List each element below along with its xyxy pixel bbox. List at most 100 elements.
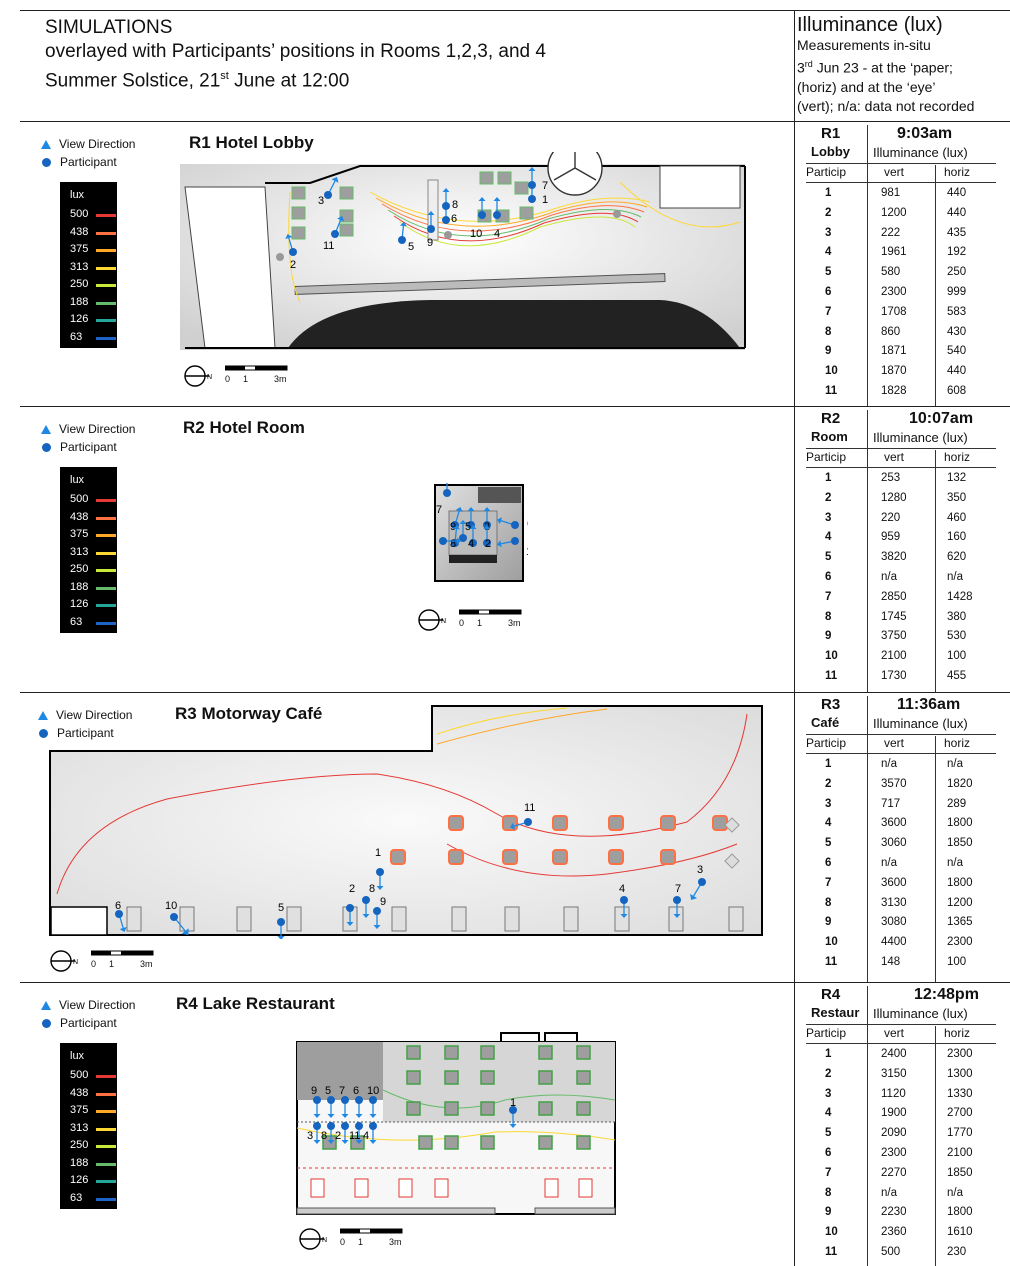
- table-cell-vert: 2300: [881, 286, 907, 298]
- cafe-table: [448, 815, 464, 831]
- lux-level-swatch: [96, 214, 116, 217]
- table-room-code: R2: [821, 410, 841, 427]
- view-direction-arrow-icon: [341, 1114, 349, 1118]
- legend-view-direction-label: View Direction: [56, 708, 133, 722]
- booth-table: [310, 1178, 325, 1198]
- participant-marker: 2: [483, 525, 491, 550]
- cafe-table: [724, 853, 740, 869]
- cafe-table: [502, 849, 518, 865]
- illuminance-table: R3 11:36am Café Illuminance (lux) Particip ve…: [797, 692, 1007, 982]
- table-rule: [806, 182, 996, 183]
- view-direction-arrow-icon: [41, 139, 51, 149]
- table-cell-horiz: 100: [947, 650, 967, 663]
- table-cell-particip: 6: [825, 571, 832, 583]
- booth-table: [544, 1178, 559, 1198]
- lux-level-label: 375: [70, 243, 89, 255]
- lux-level-label: 375: [70, 1104, 89, 1116]
- col-header-vert: vert: [884, 450, 905, 464]
- participant-marker: 1: [375, 847, 384, 890]
- participant-marker: 11: [349, 1122, 363, 1144]
- table-cell-horiz: 1200: [947, 896, 973, 909]
- participant-number: 3: [318, 195, 324, 207]
- participant-number: 8: [450, 538, 456, 550]
- participant-dot-icon: [369, 1096, 377, 1104]
- participant-marker: 3: [307, 1122, 321, 1144]
- bathroom: [478, 487, 521, 503]
- iso-lux-contour: [436, 708, 608, 745]
- lux-level-label: 63: [70, 330, 83, 343]
- scale-bar-graphic: [91, 950, 154, 956]
- dining-table: [406, 1070, 421, 1085]
- column: [276, 253, 284, 261]
- participant-number: 1: [433, 483, 439, 486]
- armchair: [339, 223, 354, 237]
- revolving-door-blades: [553, 152, 597, 181]
- participant-marker: 10: [470, 197, 486, 240]
- r2-divider: [20, 692, 1010, 693]
- armchair: [291, 206, 306, 220]
- table-cell-vert: 1870: [881, 365, 907, 378]
- table-cell-particip: 5: [825, 551, 832, 564]
- armchair: [519, 206, 534, 220]
- table-cell-particip: 8: [825, 325, 832, 338]
- revolving-door: [547, 152, 603, 196]
- table-cell-vert: 2100: [881, 650, 907, 663]
- iso-lux-contour: [446, 843, 738, 877]
- participant-number: 1: [542, 194, 548, 206]
- participant-number: 10: [470, 228, 482, 240]
- dining-table: [576, 1135, 591, 1150]
- table-room-code: R3: [821, 696, 841, 713]
- participant-dot-icon: [443, 489, 451, 497]
- table-rule: [935, 450, 936, 692]
- table-cell-particip: 4: [825, 817, 832, 830]
- col-header-vert: vert: [884, 1026, 905, 1040]
- armchair: [514, 181, 529, 195]
- table-cell-vert: 3820: [881, 551, 907, 564]
- table-rule: [806, 753, 996, 754]
- window-seat: [126, 906, 142, 932]
- table-cell-horiz: n/a: [947, 1186, 963, 1199]
- table-cell-particip: 5: [825, 837, 832, 850]
- r3-motorway-cafe-plan: 1 2 3 4 5 6 7 89 10 11: [49, 705, 763, 939]
- lux-level-swatch: [96, 1110, 116, 1113]
- participant-number: 6: [527, 518, 528, 530]
- legend-view-direction: View Direction: [38, 706, 132, 724]
- iso-lux-contour: [288, 181, 741, 303]
- participant-dot-icon: [509, 1106, 517, 1114]
- legend-view-direction-label: View Direction: [59, 998, 136, 1012]
- lux-level-swatch: [96, 231, 116, 235]
- participant-marker: 8: [321, 1122, 335, 1144]
- participant-number: 4: [363, 1130, 369, 1142]
- table-cell-vert: 1961: [881, 246, 907, 259]
- dining-table: [406, 1101, 421, 1116]
- table-cell-vert: 2360: [881, 1226, 907, 1239]
- table-rule: [867, 986, 868, 1266]
- view-direction-arrow-icon: [181, 928, 189, 935]
- table-cell-particip: 2: [825, 1067, 832, 1080]
- scale-label: 1: [477, 618, 483, 628]
- view-direction-arrow-icon: [483, 525, 491, 529]
- dining-table: [444, 1135, 459, 1150]
- table-time: 10:07am: [909, 410, 974, 427]
- table-cell-particip: 9: [825, 345, 832, 358]
- participant-dot-icon: [483, 539, 491, 547]
- table-cell-particip: 4: [825, 246, 832, 259]
- table-room-code: R4: [821, 986, 841, 1003]
- participant-number: 1: [375, 847, 381, 859]
- table-cell-horiz: n/a: [947, 571, 963, 583]
- table-cell-particip: 8: [825, 896, 832, 909]
- lux-level-label: 375: [70, 528, 89, 540]
- participant-dot-icon: [313, 1096, 321, 1104]
- dining-table: [480, 1045, 495, 1060]
- window-seat: [504, 906, 520, 932]
- iso-lux-contour: [369, 191, 651, 222]
- armchair: [339, 186, 354, 200]
- participant-dot-icon: [376, 868, 384, 876]
- table-cell-vert: 1871: [881, 345, 907, 358]
- lux-level-label: 250: [70, 1139, 89, 1151]
- window-seat: [451, 906, 467, 932]
- scale-bar: N 0 1 3m: [183, 364, 303, 392]
- participant-marker: 4: [619, 883, 628, 918]
- table-cell-vert: 3130: [881, 896, 907, 909]
- legend-view-direction-label: View Direction: [59, 137, 136, 151]
